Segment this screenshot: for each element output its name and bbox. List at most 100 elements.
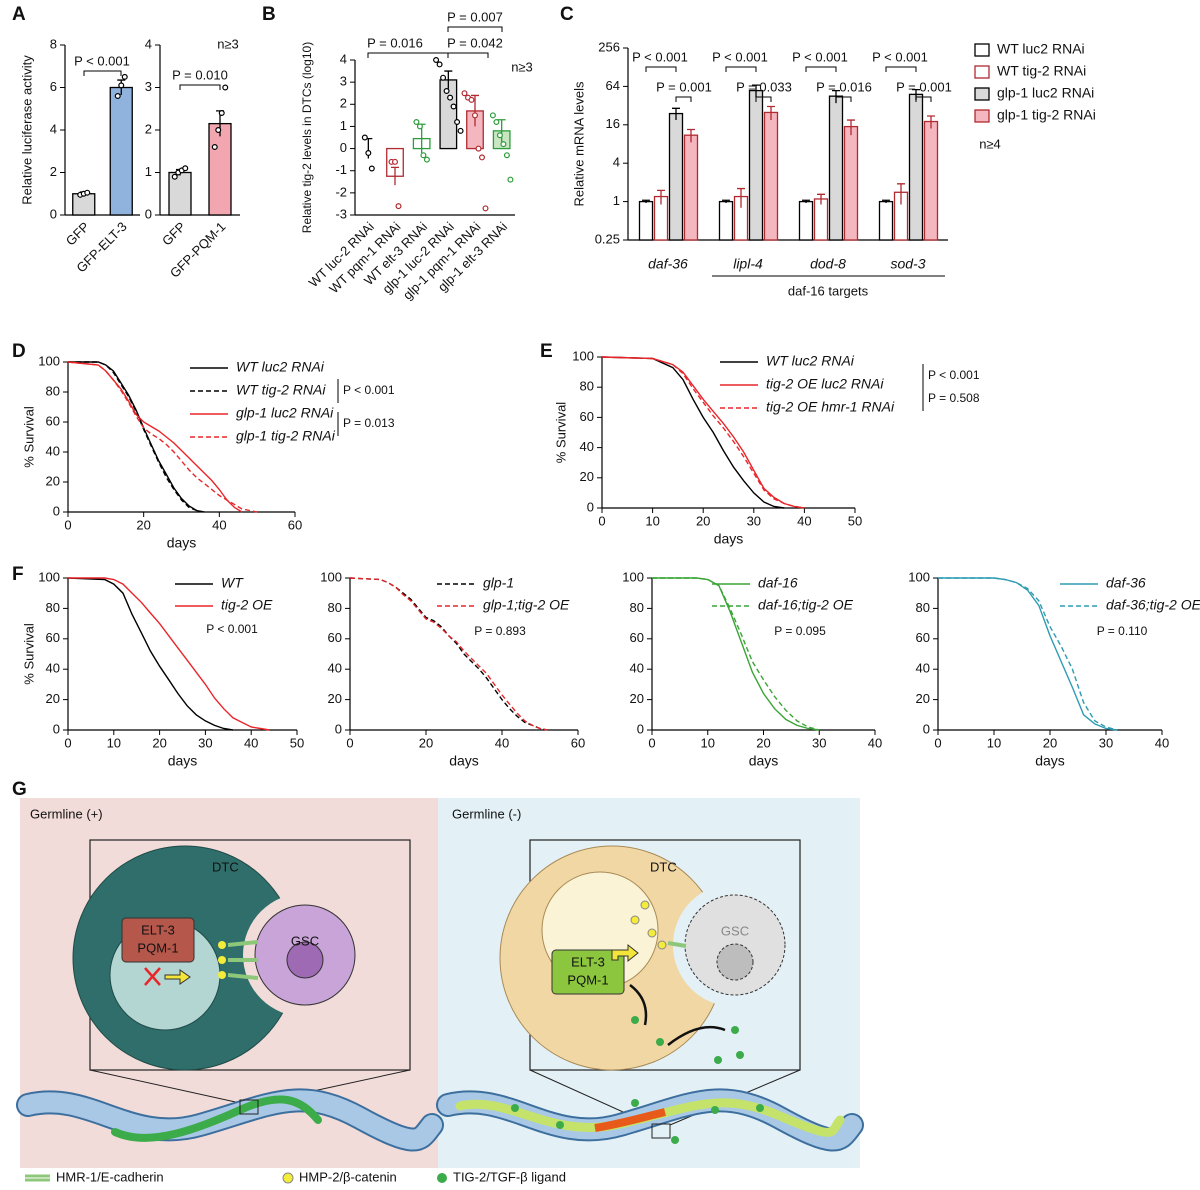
annotation: n≥4 [979, 136, 1001, 151]
legend-label: tig-2 OE hmr-1 RNAi [766, 399, 895, 415]
bracket [835, 96, 852, 102]
x-tick-label: 20 [136, 517, 150, 532]
legend-icon [437, 1173, 447, 1183]
x-tick-label: 20 [152, 735, 166, 750]
tig-2 [714, 1056, 722, 1064]
y-tick-label: 0 [335, 721, 342, 736]
error-bar [657, 189, 665, 205]
x-tick-label: 10 [645, 513, 659, 528]
y-tick-label: 0.25 [595, 231, 620, 246]
survival-curve [601, 356, 785, 509]
data-point [496, 132, 503, 139]
right-title: Germline (-) [452, 806, 521, 821]
error-bar [802, 199, 810, 204]
bracket [675, 96, 692, 102]
panel-label: D [12, 341, 26, 362]
data-point [222, 84, 229, 91]
factor: ELT-3 [141, 922, 175, 937]
survival-curve [652, 577, 820, 731]
error-bar [672, 107, 680, 121]
x-tick-label: lipl-4 [733, 256, 763, 272]
hmp-2 [218, 956, 226, 964]
y-tick-label: 1 [145, 164, 152, 179]
data-point [365, 150, 372, 157]
x-tick-label: GFP [63, 219, 93, 249]
y-tick-label: 2 [50, 164, 57, 179]
legend-label: HMR-1/E-cadherin [56, 1169, 164, 1184]
error-bar [737, 187, 745, 208]
data-point [503, 152, 510, 159]
bar [718, 200, 734, 241]
annotation: n≥3 [217, 36, 239, 51]
y-tick-label: 40 [328, 661, 342, 676]
annotation: P = 0.001 [656, 79, 712, 94]
x-tick-label: 40 [212, 517, 226, 532]
gsc-nucleus [286, 941, 324, 979]
data-point [121, 73, 128, 80]
gsc-label: GSC [721, 923, 749, 938]
x-tick-label: 0 [346, 735, 353, 750]
y-tick-label: 0 [53, 721, 60, 736]
bar [748, 89, 764, 241]
legend-icon [25, 1174, 50, 1182]
survival-curve [601, 356, 805, 509]
annotation: P < 0.001 [74, 53, 130, 68]
y-tick-label: 100 [320, 569, 342, 584]
y-tick-label: 40 [46, 443, 60, 458]
data-point [171, 173, 178, 180]
x-tick-label: dod-8 [810, 256, 846, 272]
annotation: P = 0.508 [928, 391, 980, 405]
bracket [179, 84, 221, 90]
survival-curve [67, 577, 234, 731]
y-tick-label: 256 [598, 39, 620, 54]
data-point [457, 127, 464, 134]
y-tick-label: 64 [606, 78, 620, 93]
y-tick-label: 20 [630, 691, 644, 706]
data-point [423, 156, 430, 163]
hmp-2 [630, 915, 640, 925]
x-tick-label: 10 [701, 735, 715, 750]
panel-label: B [262, 4, 276, 25]
arrow [164, 969, 191, 985]
y-tick-label: 4 [145, 36, 152, 51]
annotation: P < 0.001 [872, 49, 928, 64]
bracket [447, 26, 503, 32]
y-tick-label: 20 [46, 473, 60, 488]
data-point [443, 87, 450, 94]
y-tick-label: 100 [908, 569, 930, 584]
bar [109, 86, 133, 216]
left-title: Germline (+) [30, 806, 103, 821]
y-tick-label: 80 [580, 379, 594, 394]
y-tick-label: 60 [328, 630, 342, 645]
error-bar [722, 199, 730, 204]
y-tick-label: 40 [580, 439, 594, 454]
y-tick-label: 100 [622, 569, 644, 584]
data-point [447, 94, 454, 101]
tig-2 [711, 1106, 719, 1114]
annotation: P < 0.001 [928, 368, 980, 382]
annotation: P < 0.001 [632, 49, 688, 64]
x-tick-label: 40 [495, 735, 509, 750]
survival-curve [68, 577, 270, 731]
y-axis-label: Relative tig-2 levels in DTCs (log10) [300, 42, 314, 233]
y-tick-label: 2 [145, 121, 152, 136]
gonad [455, 1098, 845, 1137]
factor: PQM-1 [567, 972, 608, 987]
legend-label: WT tig-2 RNAi [236, 382, 326, 398]
y-tick-label: 0 [50, 206, 57, 221]
x-tick-label: 0 [934, 735, 941, 750]
tig-2 [511, 1104, 519, 1112]
bracket [885, 66, 917, 72]
panel-label: E [540, 341, 553, 362]
legend-label: tig-2 OE luc2 RNAi [766, 376, 884, 392]
annotation: P < 0.001 [792, 49, 848, 64]
y-tick-label: 80 [916, 600, 930, 615]
data-point [454, 118, 461, 125]
x-tick-label: 30 [747, 513, 761, 528]
data-point [361, 134, 368, 141]
error-bar [817, 193, 825, 205]
y-tick-label: 60 [580, 409, 594, 424]
annotation: P = 0.042 [447, 35, 503, 50]
bar [828, 95, 844, 241]
